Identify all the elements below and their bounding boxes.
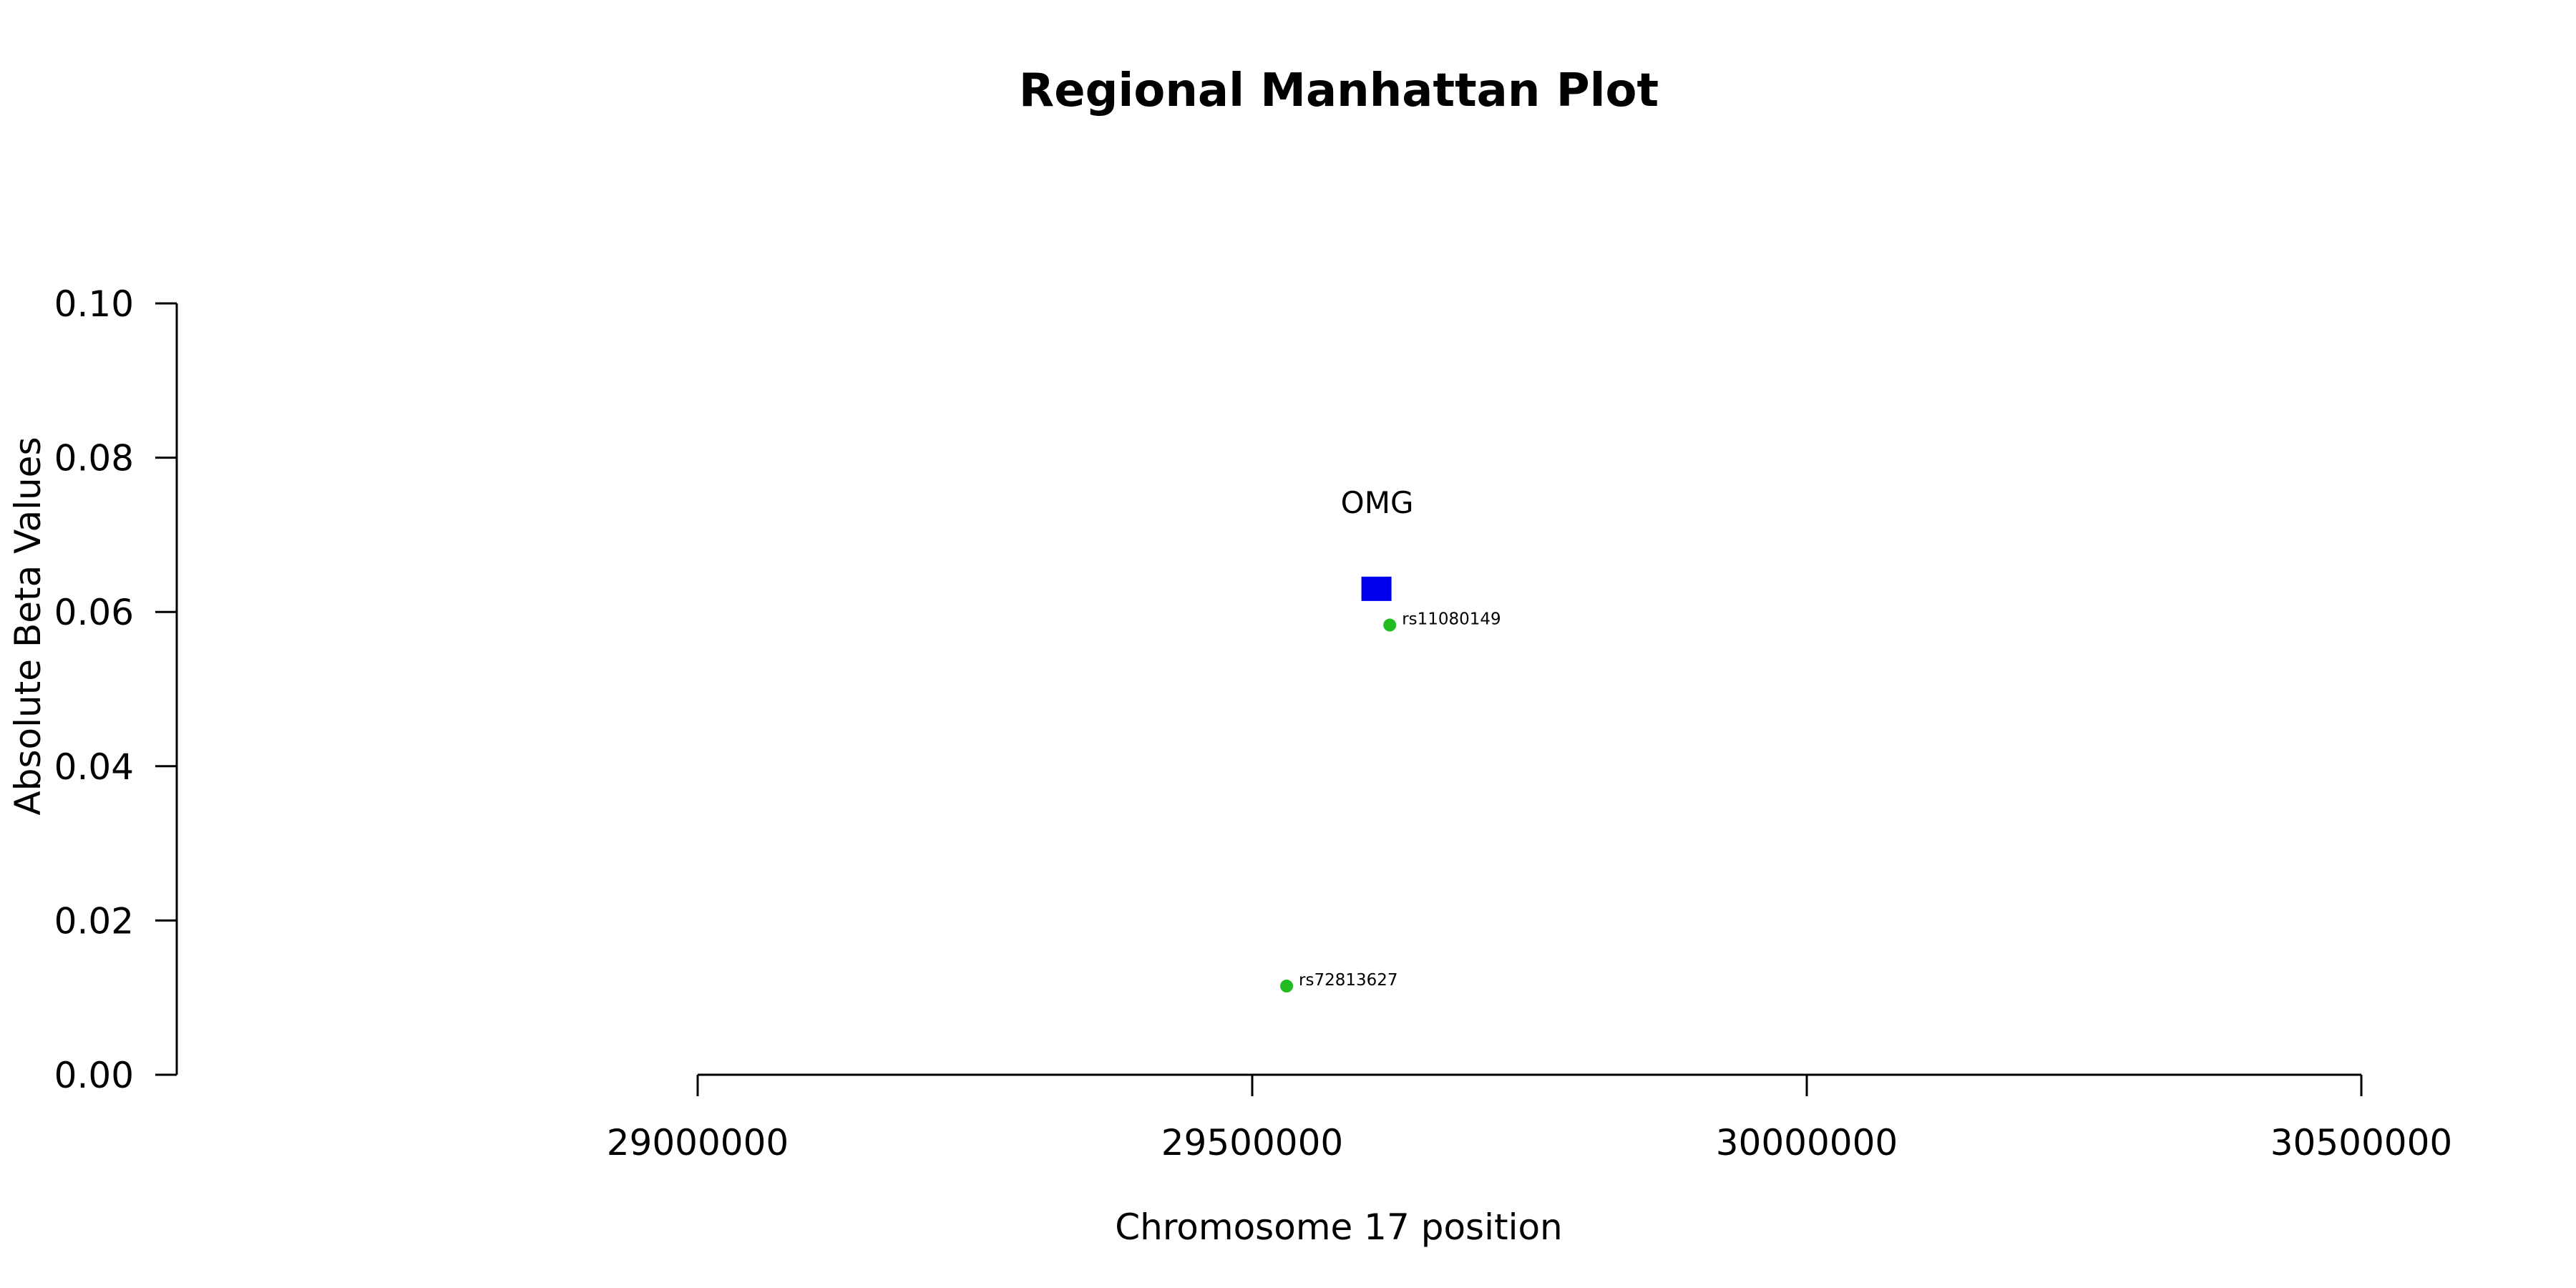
x-tick-label: 29000000: [607, 1122, 789, 1163]
y-tick-label: 0.08: [54, 438, 134, 479]
y-tick-label: 0.06: [54, 592, 134, 633]
gene-label: OMG: [1341, 485, 1414, 520]
y-axis: 0.00 0.02 0.04 0.06 0.08 0.10: [54, 283, 178, 1096]
x-axis-label: Chromosome 17 position: [1115, 1206, 1563, 1248]
y-tick-label: 0.00: [54, 1055, 134, 1096]
snp-label: rs11080149: [1402, 610, 1501, 629]
gene-marker: [1361, 576, 1392, 601]
plot-marks: OMG rs72813627 rs11080149: [1280, 485, 1501, 993]
x-tick-label: 30000000: [1716, 1122, 1898, 1163]
snp-point: [1280, 980, 1294, 993]
y-axis-label: Absolute Beta Values: [7, 437, 49, 816]
x-tick-label: 30500000: [2270, 1122, 2453, 1163]
snp-point: [1383, 618, 1397, 632]
snp-label: rs72813627: [1299, 971, 1398, 990]
chart-title: Regional Manhattan Plot: [1019, 64, 1659, 117]
y-tick-label: 0.02: [54, 900, 134, 942]
x-tick-label: 29500000: [1161, 1122, 1344, 1163]
y-tick-label: 0.10: [54, 283, 134, 325]
x-axis: 29000000 29500000 30000000 30500000: [607, 1073, 2453, 1163]
y-tick-label: 0.04: [54, 746, 134, 788]
